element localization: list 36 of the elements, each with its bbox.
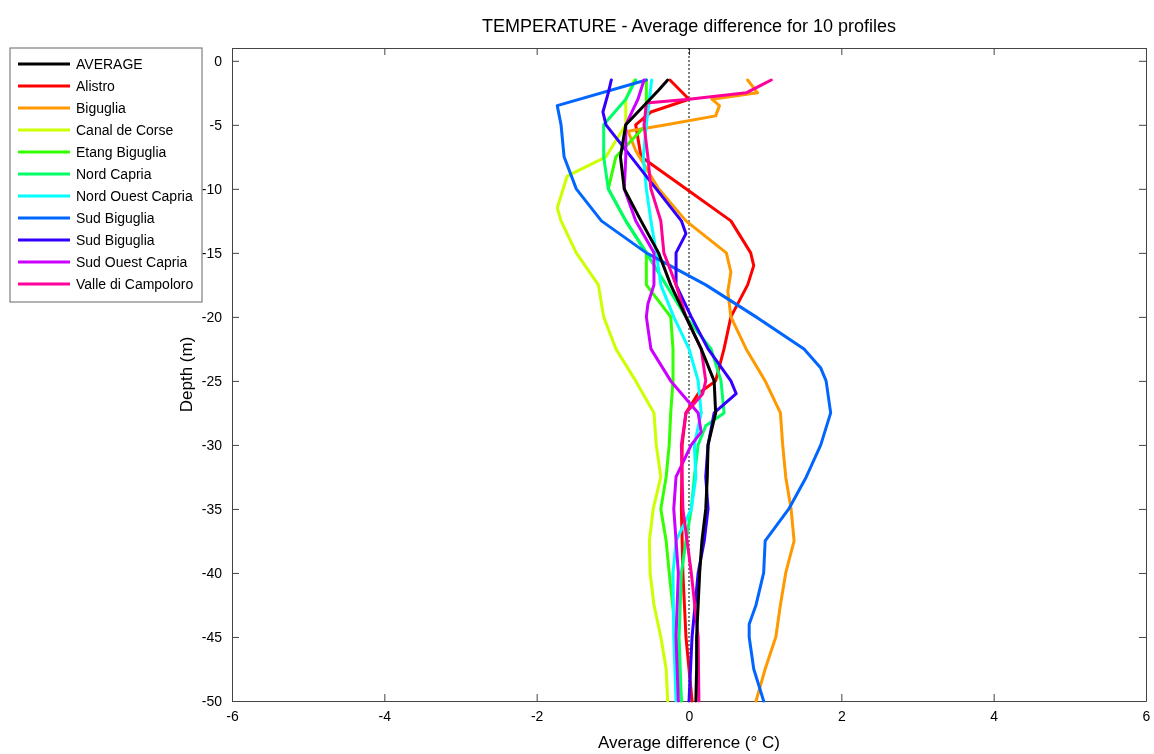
x-tick-label: -2 — [530, 707, 544, 724]
line-series — [555, 78, 833, 703]
y-tick-label: -15 — [201, 244, 223, 261]
legend-label: Alistro — [76, 78, 116, 94]
x-tick-label: 6 — [1142, 707, 1151, 724]
legend-label: Biguglia — [76, 100, 127, 116]
x-axis-title: Average difference (° C) — [598, 733, 780, 752]
legend-label: Valle di Campoloro — [76, 276, 194, 292]
line-series — [555, 78, 670, 703]
y-tick-label: -30 — [201, 436, 223, 453]
legend-label: AVERAGE — [76, 56, 143, 72]
legend-label: Canal de Corse — [76, 122, 174, 138]
y-tick-label: -20 — [201, 308, 223, 325]
line-series — [626, 78, 796, 703]
legend-label: Etang Biguglia — [76, 144, 167, 160]
line-series — [622, 78, 703, 703]
y-tick-label: -25 — [201, 372, 223, 389]
y-tick-label: -5 — [209, 116, 223, 133]
legend-label: Sud Biguglia — [76, 232, 155, 248]
y-tick-label: -50 — [201, 692, 223, 709]
x-tick-label: 4 — [990, 707, 999, 724]
y-tick-label: -40 — [201, 564, 223, 581]
legend-label: Sud Biguglia — [76, 210, 155, 226]
x-tick-label: -4 — [378, 707, 392, 724]
y-tick-label: -10 — [201, 180, 223, 197]
legend-label: Sud Ouest Capria — [76, 254, 188, 270]
y-tick-label: 0 — [214, 52, 223, 69]
y-axis-title: Depth (m) — [177, 336, 196, 413]
y-tick-label: -45 — [201, 628, 223, 645]
legend-label: Nord Capria — [76, 166, 152, 182]
x-tick-label: 0 — [685, 707, 694, 724]
chart-title: TEMPERATURE - Average difference for 10 profiles — [481, 16, 897, 36]
x-tick-label: 2 — [837, 707, 846, 724]
x-tick-label: -6 — [226, 707, 239, 724]
y-tick-label: -35 — [201, 500, 223, 517]
legend-label: Nord Ouest Capria — [76, 188, 193, 204]
